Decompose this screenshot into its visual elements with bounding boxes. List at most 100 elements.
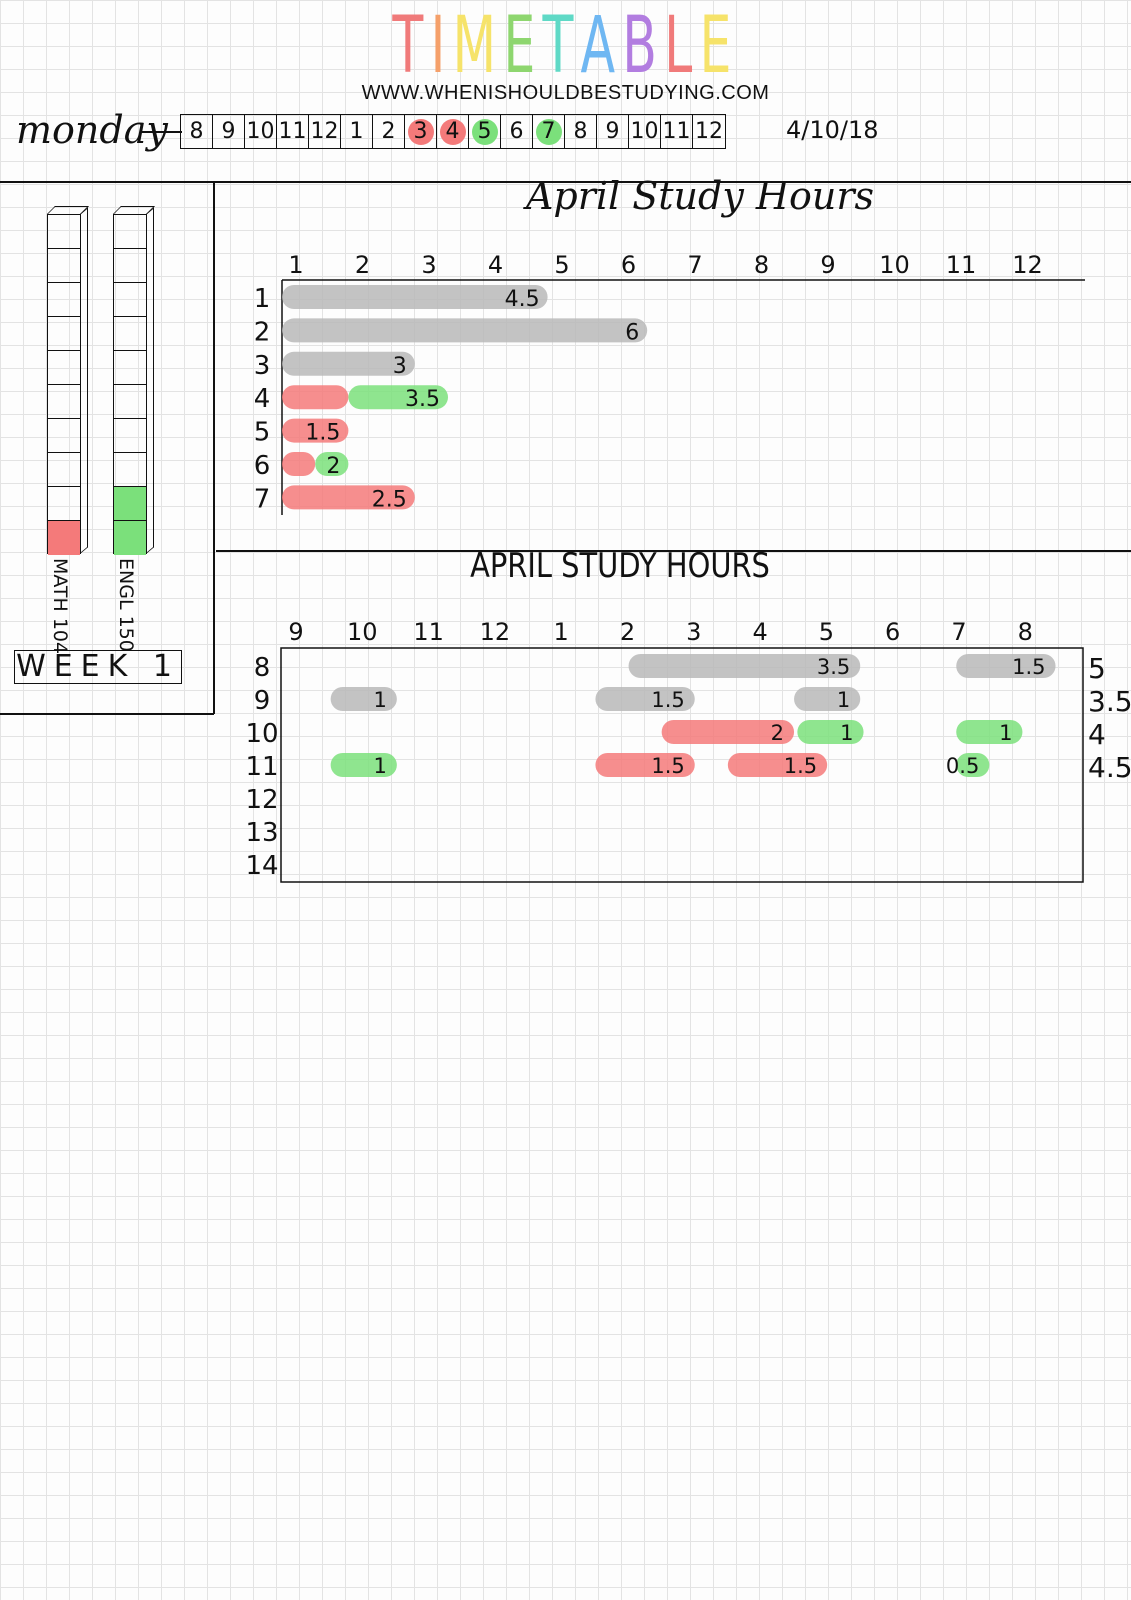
schedule-block bbox=[595, 687, 695, 711]
block-value-label: 1.5 bbox=[651, 754, 684, 778]
title-letter: E bbox=[503, 1, 543, 91]
row-total-label: 4 bbox=[1088, 718, 1106, 751]
hour-cell: 3 bbox=[405, 115, 437, 148]
x-tick-label: 7 bbox=[687, 251, 702, 279]
tracker-cell bbox=[48, 351, 80, 385]
title-letter: A bbox=[580, 1, 623, 91]
block-value-label: 1.5 bbox=[651, 688, 684, 712]
hour-cell: 4 bbox=[437, 115, 469, 148]
tracker-cell bbox=[114, 521, 146, 555]
y-tick-label: 6 bbox=[254, 451, 271, 481]
x-tick-label: 7 bbox=[951, 618, 966, 646]
tracker-cell bbox=[114, 215, 146, 249]
x-tick-label: 6 bbox=[621, 251, 636, 279]
y-tick-label: 5 bbox=[254, 418, 271, 448]
hour-cell: 10 bbox=[245, 115, 277, 148]
row-total-label: 5 bbox=[1088, 652, 1106, 685]
y-tick-label: 3 bbox=[254, 351, 271, 381]
tracker-cell bbox=[114, 249, 146, 283]
bar-segment bbox=[315, 452, 349, 476]
tracker-cell bbox=[48, 317, 80, 351]
row-total-label: 4.5 bbox=[1088, 751, 1131, 784]
x-tick-label: 3 bbox=[686, 618, 701, 646]
bar-value-label: 6 bbox=[625, 320, 639, 345]
x-tick-label: 8 bbox=[1018, 618, 1033, 646]
hour-cell: 12 bbox=[309, 115, 341, 148]
x-tick-label: 3 bbox=[421, 251, 436, 279]
hour-cell: 8 bbox=[565, 115, 597, 148]
date-label: 4/10/18 bbox=[786, 116, 879, 144]
hour-cell: 12 bbox=[693, 115, 725, 148]
block-value-label: 1.5 bbox=[784, 754, 817, 778]
bar-segment bbox=[282, 318, 648, 343]
hour-label: 9 bbox=[605, 119, 620, 144]
y-tick-label: 10 bbox=[245, 719, 278, 749]
title-letter: B bbox=[622, 1, 665, 91]
x-tick-label: 12 bbox=[480, 618, 511, 646]
hour-mark bbox=[408, 119, 434, 145]
bar-segment bbox=[282, 351, 415, 376]
x-tick-label: 8 bbox=[754, 251, 769, 279]
tracker-cell bbox=[48, 215, 80, 249]
block-value-label: 1 bbox=[373, 754, 386, 778]
hour-label: 11 bbox=[278, 119, 307, 144]
tracker-tower bbox=[47, 214, 81, 555]
y-tick-label: 4 bbox=[254, 384, 271, 414]
block-value-label: 1 bbox=[840, 721, 853, 745]
bar-segment bbox=[282, 418, 349, 443]
y-tick-label: 8 bbox=[254, 653, 271, 683]
day-label: monday bbox=[16, 108, 168, 152]
x-tick-label: 11 bbox=[946, 251, 977, 279]
title-letter: I bbox=[430, 1, 453, 91]
chart-title-schedule: APRIL STUDY HOURS bbox=[470, 546, 770, 586]
schedule-block bbox=[956, 654, 1056, 678]
schedule-block bbox=[330, 753, 397, 777]
tracker-cell bbox=[48, 487, 80, 521]
hour-label: 5 bbox=[477, 119, 492, 144]
x-tick-label: 5 bbox=[554, 251, 569, 279]
block-value-label: 3.5 bbox=[817, 655, 850, 679]
day-connector-line bbox=[142, 131, 182, 133]
x-tick-label: 11 bbox=[413, 618, 444, 646]
hour-label: 7 bbox=[541, 119, 556, 144]
bar-segment bbox=[348, 385, 448, 410]
hour-strip: 8 9 10 11 12 1 2 3 4 5 6 7 8 9 10 11 12 bbox=[180, 114, 726, 149]
hour-label: 2 bbox=[381, 119, 396, 144]
schedule-block bbox=[797, 720, 864, 744]
tracker-cell bbox=[114, 419, 146, 453]
x-tick-label: 4 bbox=[752, 618, 767, 646]
tracker-cell bbox=[48, 283, 80, 317]
x-tick-label: 1 bbox=[554, 618, 569, 646]
divider-sidebar bbox=[213, 181, 215, 714]
block-value-label: 2 bbox=[771, 721, 784, 745]
y-tick-label: 7 bbox=[254, 484, 271, 514]
hour-label: 12 bbox=[310, 119, 339, 144]
schedule-block bbox=[956, 753, 990, 777]
hour-mark bbox=[536, 119, 562, 145]
y-tick-label: 2 bbox=[254, 317, 271, 347]
bar-segment bbox=[282, 452, 316, 476]
y-tick-label: 11 bbox=[245, 752, 278, 782]
tracker-cell bbox=[48, 249, 80, 283]
y-tick-label: 13 bbox=[245, 818, 278, 848]
schedule-block bbox=[330, 687, 397, 711]
x-tick-label: 9 bbox=[288, 618, 303, 646]
hour-mark bbox=[472, 119, 498, 145]
divider-charts bbox=[216, 550, 1131, 552]
x-tick-label: 12 bbox=[1012, 251, 1043, 279]
block-value-label: 1.5 bbox=[1012, 655, 1045, 679]
bar-segment bbox=[282, 285, 548, 309]
tracker-cell bbox=[48, 453, 80, 487]
hour-label: 12 bbox=[695, 119, 723, 144]
bar-value-label: 3.5 bbox=[405, 387, 440, 412]
block-value-label: 1 bbox=[999, 721, 1012, 745]
hour-cell: 10 bbox=[629, 115, 661, 148]
tracker-tower bbox=[113, 214, 147, 555]
tracker-cell bbox=[48, 521, 80, 555]
hour-label: 11 bbox=[662, 119, 691, 144]
hour-label: 9 bbox=[221, 119, 236, 144]
x-tick-label: 1 bbox=[288, 251, 303, 279]
hour-cell: 11 bbox=[661, 115, 693, 148]
schedule-block bbox=[956, 720, 1023, 744]
hour-label: 6 bbox=[509, 119, 524, 144]
